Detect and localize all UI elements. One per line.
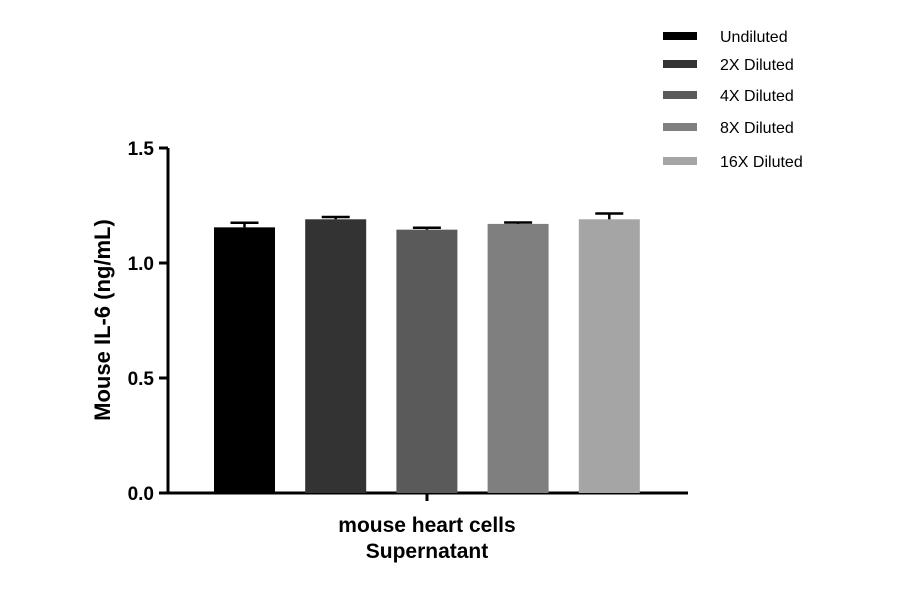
legend-label: 4X Diluted [720,88,794,105]
x-category-label-line1: mouse heart cells [338,514,515,537]
bar-4x-diluted [396,229,458,493]
legend-label: 2X Diluted [720,57,794,74]
legend-label: Undiluted [720,29,788,46]
bars-group [214,219,640,494]
y-tick-label: 1.0 [128,254,154,275]
y-axis: 0.0 0.5 1.0 1.5 [128,139,170,505]
legend-swatch [663,91,697,99]
legend-swatch [663,32,697,40]
legend-swatch [663,157,697,165]
bar-16x-diluted [578,219,640,494]
y-tick-label: 0.0 [128,484,154,505]
legend-label: 8X Diluted [720,120,794,137]
y-tick-label: 1.5 [128,139,155,160]
legend-swatch [663,60,697,68]
bar-2x-diluted [305,219,367,494]
y-axis-title: Mouse IL-6 (ng/mL) [90,219,115,421]
bar-undiluted [214,227,275,493]
legend: Undiluted 2X Diluted 4X Diluted 8X Diluted 1… [663,29,803,171]
y-tick-label: 0.5 [128,369,155,390]
bar-8x-diluted [487,223,549,493]
error-bars-group [230,212,624,230]
x-category-label-line2: Supernatant [366,540,489,563]
x-axis [166,491,688,501]
legend-label: 16X Diluted [720,154,803,171]
legend-swatch [663,123,697,131]
